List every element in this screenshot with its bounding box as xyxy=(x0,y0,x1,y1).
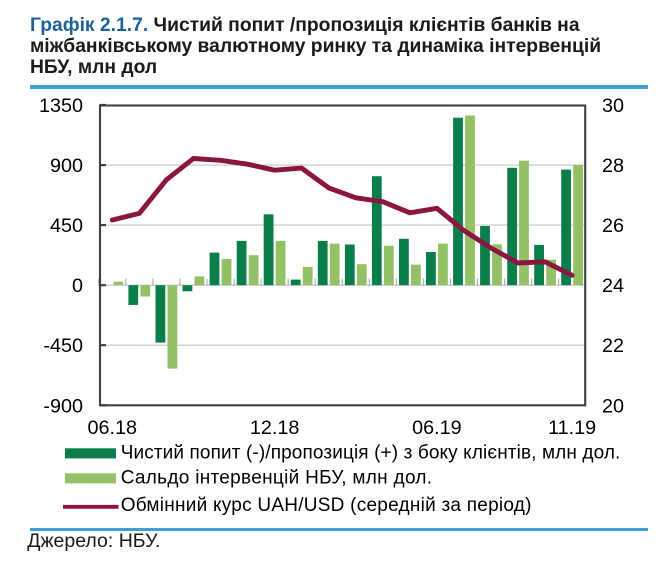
svg-text:900: 900 xyxy=(50,155,83,177)
svg-text:24: 24 xyxy=(602,275,624,297)
svg-text:06.18: 06.18 xyxy=(88,417,138,439)
svg-text:Обмінний курс UAH/USD (середні: Обмінний курс UAH/USD (середній за періо… xyxy=(121,495,532,516)
svg-text:28: 28 xyxy=(602,155,624,177)
svg-text:11.19: 11.19 xyxy=(548,417,596,439)
svg-text:Чистий попит (-)/пропозиція (+: Чистий попит (-)/пропозиція (+) з боку к… xyxy=(121,442,621,463)
svg-text:0: 0 xyxy=(72,275,83,297)
svg-text:450: 450 xyxy=(50,215,83,237)
svg-text:30: 30 xyxy=(602,95,624,117)
svg-text:1350: 1350 xyxy=(39,95,83,117)
svg-text:12.18: 12.18 xyxy=(250,417,300,439)
svg-text:Сальдо інтервенцій НБУ, млн до: Сальдо інтервенцій НБУ, млн дол. xyxy=(121,468,433,489)
svg-text:-900: -900 xyxy=(43,395,83,417)
svg-text:06.19: 06.19 xyxy=(412,417,462,439)
svg-text:26: 26 xyxy=(602,215,624,237)
svg-text:-450: -450 xyxy=(43,335,83,357)
svg-text:20: 20 xyxy=(602,395,624,417)
svg-text:22: 22 xyxy=(602,335,624,357)
